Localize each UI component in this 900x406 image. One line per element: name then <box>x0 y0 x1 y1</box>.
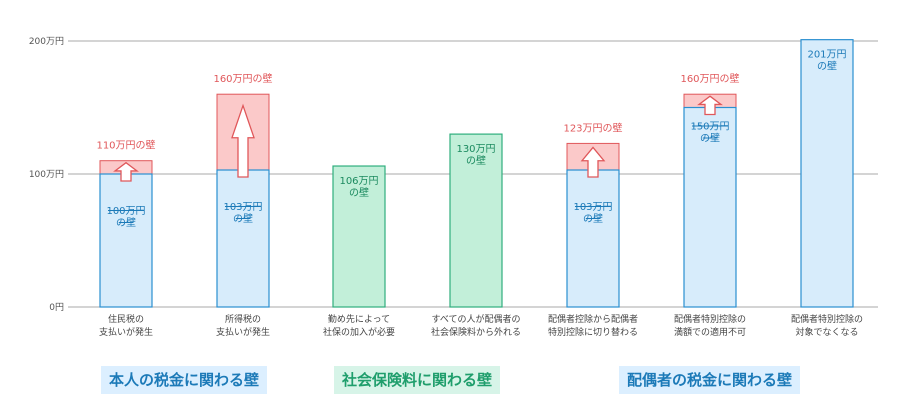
bar-value-label: 123万円の壁 <box>563 121 622 134</box>
category-label: 配偶者特別控除の <box>791 313 863 325</box>
y-tick-label: 200万円 <box>29 36 64 47</box>
bar-value-label: の壁 <box>349 186 369 199</box>
increase-arrow-icon <box>697 95 723 116</box>
y-tick-label: 0円 <box>49 302 64 313</box>
bar-previous-label: 103万円 <box>223 202 262 213</box>
increase-arrow-icon <box>113 161 139 182</box>
bar-previous-label: 100万円 <box>106 206 145 217</box>
bar <box>566 169 620 308</box>
bar-value-label: の壁 <box>466 154 486 167</box>
bar-previous-label: 150万円 <box>690 122 729 133</box>
bar-value-label: 106万円 <box>339 176 378 187</box>
group-title-social-insurance: 社会保険料に関わる壁 <box>334 366 501 394</box>
bar <box>800 39 854 308</box>
group-title-tax-self: 本人の税金に関わる壁 <box>101 366 268 394</box>
bar <box>332 165 386 308</box>
bar <box>99 173 153 308</box>
category-label: 満額での適用不可 <box>674 326 746 338</box>
category-label: 勤め先によって <box>328 313 390 325</box>
category-label: 所得税の <box>225 313 261 325</box>
increase-arrow-icon <box>580 146 606 178</box>
bar-value-label: 201万円 <box>807 50 846 61</box>
bar-value-label: 160万円の壁 <box>680 72 739 85</box>
bar-previous-label: 103万円 <box>573 202 612 213</box>
category-label: 配偶者控除から配偶者 <box>548 313 638 325</box>
category-label: 配偶者特別控除の <box>674 313 746 325</box>
category-label: 社保の加入が必要 <box>323 326 395 338</box>
y-tick-label: 100万円 <box>29 169 64 180</box>
category-label: 住民税の <box>108 313 144 325</box>
bar <box>216 169 270 308</box>
bar-value-label: 110万円の壁 <box>96 139 155 152</box>
category-label: 支払いが発生 <box>99 326 153 338</box>
category-label: 対象でなくなる <box>795 326 858 338</box>
category-label: すべての人が配偶者の <box>431 313 520 325</box>
category-label: 支払いが発生 <box>216 326 270 338</box>
increase-arrow-icon <box>231 103 255 178</box>
bar-value-label: 160万円の壁 <box>213 72 272 85</box>
bar-value-label: 130万円 <box>456 144 495 155</box>
bar-value-label: の壁 <box>817 60 837 73</box>
category-label: 特別控除に切り替わる <box>548 326 638 338</box>
group-title-tax-spouse: 配偶者の税金に関わる壁 <box>619 366 801 394</box>
category-label: 社会保険料から外れる <box>431 326 521 338</box>
bar <box>449 133 503 308</box>
bar <box>683 106 737 308</box>
